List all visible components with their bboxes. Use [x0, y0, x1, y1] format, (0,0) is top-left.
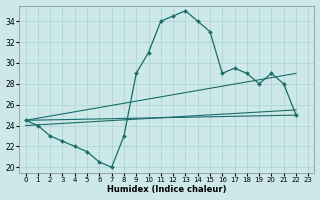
X-axis label: Humidex (Indice chaleur): Humidex (Indice chaleur) [107, 185, 227, 194]
